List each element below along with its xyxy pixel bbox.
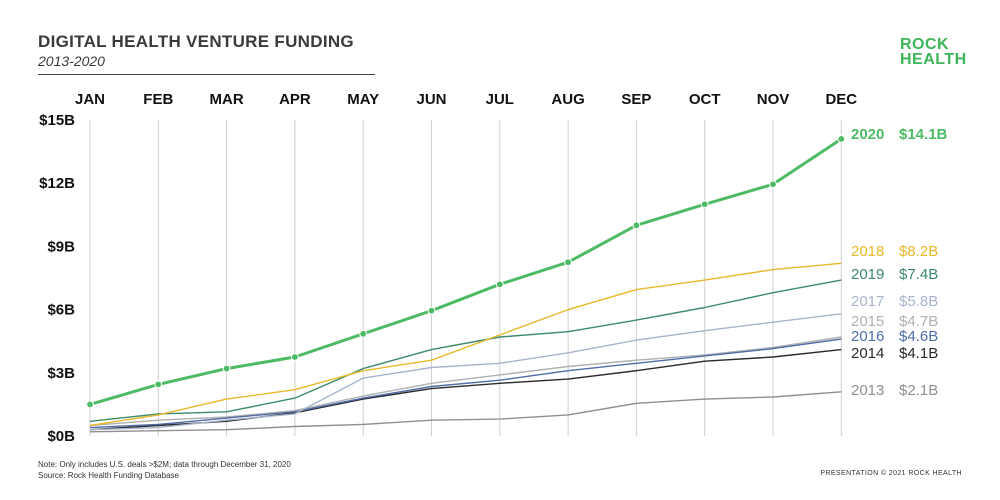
end-label-year-2017: 2017: [851, 293, 884, 310]
chart-subtitle: 2013-2020: [38, 53, 105, 69]
end-label-value-2017: $5.8B: [899, 293, 938, 310]
end-label-year-2015: 2015: [851, 313, 884, 330]
rock-health-logo: ROCK HEALTH: [900, 36, 967, 68]
y-tick-label: $6B: [47, 302, 75, 319]
point-2020-apr: [291, 353, 299, 361]
end-label-value-2018: $8.2B: [899, 243, 938, 260]
end-label-year-2013: 2013: [851, 382, 884, 399]
logo-line-2: HEALTH: [900, 51, 967, 68]
month-label-apr: APR: [279, 91, 311, 108]
month-label-feb: FEB: [143, 91, 173, 108]
y-tick-label: $15B: [39, 112, 75, 129]
series-line-2018: [89, 262, 842, 427]
month-label-jul: JUL: [486, 91, 514, 108]
end-label-value-2014: $4.1B: [899, 345, 938, 362]
point-2020-mar: [222, 364, 231, 373]
month-label-may: MAY: [347, 91, 379, 108]
month-label-sep: SEP: [621, 91, 651, 108]
end-label-value-2013: $2.1B: [899, 382, 938, 399]
chart-title: DIGITAL HEALTH VENTURE FUNDING: [38, 32, 354, 51]
month-label-aug: AUG: [551, 91, 584, 108]
point-2020-jun: [427, 306, 436, 315]
end-label-year-2016: 2016: [851, 328, 884, 345]
month-labels: JAN FEB MAR APR MAY JUN JUL AUG SEP OCT NOV DEC: [75, 91, 857, 108]
end-label-value-2020: $14.1B: [899, 126, 948, 143]
gridlines: [89, 120, 842, 436]
point-2020-jan: [86, 400, 94, 409]
title-divider: [38, 74, 375, 75]
point-2020-may: [359, 329, 368, 338]
y-tick-label: $12B: [39, 175, 75, 192]
month-label-jan: JAN: [75, 91, 105, 108]
series-line-2020: [89, 137, 843, 406]
end-label-year-2019: 2019: [851, 266, 884, 283]
month-label-mar: MAR: [210, 91, 244, 108]
footnote-note: Note: Only includes U.S. deals >$2M; dat…: [38, 460, 291, 469]
end-label-year-2020: 2020: [851, 126, 884, 143]
end-label-value-2016: $4.6B: [899, 328, 938, 345]
y-tick-label: $0B: [47, 428, 75, 445]
point-2020-sep: [632, 221, 641, 230]
series-lines: [86, 135, 846, 433]
end-label-year-2014: 2014: [851, 345, 884, 362]
point-2020-feb: [154, 380, 163, 389]
month-label-jun: JUN: [416, 91, 446, 108]
presentation-credit: PRESENTATION © 2021 ROCK HEALTH: [820, 470, 962, 477]
y-tick-label: $3B: [47, 365, 75, 382]
y-tick-label: $9B: [47, 238, 75, 255]
point-2020-jul: [495, 280, 504, 289]
logo-line-1: ROCK: [900, 36, 950, 53]
series-line-2013: [89, 391, 842, 433]
month-label-oct: OCT: [689, 91, 721, 108]
footnote-source: Source: Rock Health Funding Database: [38, 471, 179, 480]
y-axis-labels: $0B $3B $6B $9B $12B $15B: [39, 112, 75, 445]
month-label-nov: NOV: [757, 91, 790, 108]
point-2020-nov: [769, 180, 777, 189]
end-label-value-2019: $7.4B: [899, 266, 938, 283]
series-line-2017: [89, 313, 842, 431]
month-label-dec: DEC: [825, 91, 857, 108]
point-2020-oct: [700, 200, 709, 209]
end-label-year-2018: 2018: [851, 243, 884, 260]
end-labels: 2013 $2.1B 2014 $4.1B 2015 $4.7B 2016 $4.6B 2017…: [851, 126, 948, 399]
series-line-2016: [89, 338, 842, 429]
end-label-value-2015: $4.7B: [899, 313, 938, 330]
point-2020-aug: [564, 258, 572, 267]
series-line-2015: [89, 336, 842, 427]
point-2020-dec: [837, 135, 846, 143]
series-line-2019: [89, 279, 842, 422]
